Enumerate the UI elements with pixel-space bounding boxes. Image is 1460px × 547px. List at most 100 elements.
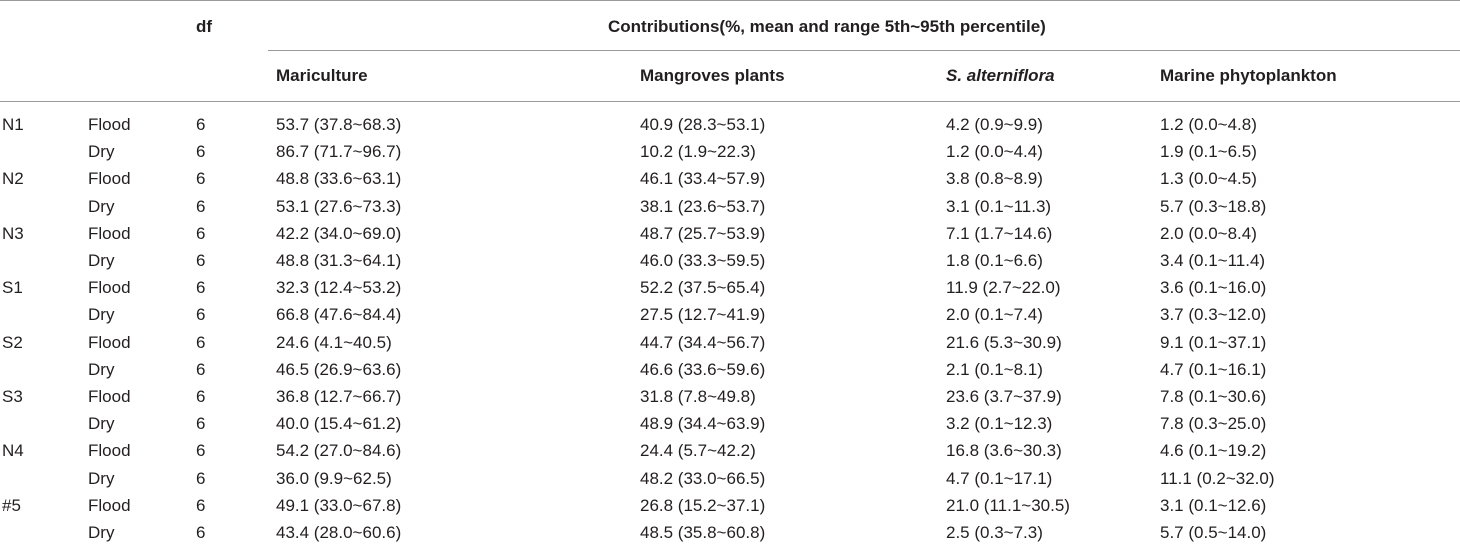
- cell-mariculture: 48.8 (31.3~64.1): [276, 251, 402, 270]
- cell-s-alterniflora: 4.2 (0.9~9.9): [946, 115, 1043, 134]
- cell-mariculture: 53.7 (37.8~68.3): [276, 115, 402, 134]
- cell-phytoplankton: 4.6 (0.1~19.2): [1160, 441, 1267, 461]
- cell-season: Flood: [88, 495, 131, 515]
- cell-df: 6: [196, 223, 206, 243]
- cell-mariculture: 46.5 (26.9~63.6): [276, 359, 402, 379]
- cell-season: Flood: [88, 223, 131, 243]
- cell-mariculture: 66.8 (47.6~84.4): [276, 305, 402, 325]
- cell-mangroves: 27.5 (12.7~41.9): [640, 305, 766, 325]
- cell-mariculture: 32.3 (12.4~53.2): [276, 278, 402, 298]
- cell-s-alterniflora: 7.1 (1.7~14.6): [946, 223, 1053, 243]
- cell-df: 6: [196, 196, 206, 216]
- cell-site: N4: [2, 441, 24, 461]
- cell-mangroves: 31.8 (7.8~49.8): [640, 387, 756, 406]
- contributions-rule: [268, 50, 1460, 51]
- cell-df: 6: [196, 414, 206, 434]
- cell-df: 6: [196, 387, 206, 406]
- cell-phytoplankton: 3.6 (0.1~16.0): [1160, 278, 1267, 298]
- cell-s-alterniflora: 2.0 (0.1~7.4): [946, 305, 1043, 325]
- cell-mangroves: 26.8 (15.2~37.1): [640, 495, 766, 515]
- cell-mariculture: 53.1 (27.6~73.3): [276, 196, 402, 216]
- header-col-s-alterniflora: S. alterniflora: [946, 66, 1055, 85]
- cell-site: S3: [2, 387, 23, 406]
- cell-df: 6: [196, 305, 206, 325]
- header-col-phytoplankton: Marine phytoplankton: [1160, 66, 1337, 85]
- cell-s-alterniflora: 21.0 (11.1~30.5): [946, 495, 1070, 515]
- cell-season: Dry: [88, 305, 115, 325]
- cell-mariculture: 86.7 (71.7~96.7): [276, 142, 402, 162]
- cell-s-alterniflora: 1.2 (0.0~4.4): [946, 142, 1043, 162]
- cell-season: Flood: [88, 387, 131, 406]
- cell-mariculture: 42.2 (34.0~69.0): [276, 223, 402, 243]
- cell-df: 6: [196, 251, 206, 270]
- cell-phytoplankton: 3.7 (0.3~12.0): [1160, 305, 1267, 325]
- cell-season: Dry: [88, 196, 115, 216]
- cell-mangroves: 48.9 (34.4~63.9): [640, 414, 766, 434]
- cell-mangroves: 46.6 (33.6~59.6): [640, 359, 766, 379]
- cell-mangroves: 40.9 (28.3~53.1): [640, 115, 766, 134]
- cell-s-alterniflora: 2.1 (0.1~8.1): [946, 359, 1043, 379]
- cell-phytoplankton: 7.8 (0.1~30.6): [1160, 387, 1267, 406]
- cell-mangroves: 46.0 (33.3~59.5): [640, 251, 766, 270]
- cell-s-alterniflora: 11.9 (2.7~22.0): [946, 278, 1061, 298]
- cell-mangroves: 10.2 (1.9~22.3): [640, 142, 756, 162]
- cell-df: 6: [196, 495, 206, 515]
- cell-site: N2: [2, 169, 24, 189]
- cell-mangroves: 48.2 (33.0~66.5): [640, 468, 766, 488]
- header-col-mariculture: Mariculture: [276, 66, 368, 85]
- cell-phytoplankton: 1.3 (0.0~4.5): [1160, 169, 1257, 189]
- cell-phytoplankton: 1.9 (0.1~6.5): [1160, 142, 1257, 162]
- cell-df: 6: [196, 359, 206, 379]
- cell-season: Dry: [88, 142, 115, 162]
- cell-phytoplankton: 3.1 (0.1~12.6): [1160, 495, 1267, 515]
- cell-df: 6: [196, 142, 206, 162]
- cell-df: 6: [196, 169, 206, 189]
- cell-df: 6: [196, 468, 206, 488]
- cell-phytoplankton: 3.4 (0.1~11.4): [1160, 251, 1266, 270]
- cell-s-alterniflora: 16.8 (3.6~30.3): [946, 441, 1062, 461]
- cell-season: Flood: [88, 169, 131, 189]
- cell-s-alterniflora: 3.1 (0.1~11.3): [946, 196, 1052, 216]
- cell-mangroves: 44.7 (34.4~56.7): [640, 332, 766, 352]
- cell-s-alterniflora: 4.7 (0.1~17.1): [946, 468, 1053, 488]
- header-df: df: [196, 17, 213, 36]
- cell-site: #5: [2, 495, 21, 515]
- cell-mangroves: 48.7 (25.7~53.9): [640, 223, 766, 243]
- header-bottom-rule: [0, 101, 1460, 102]
- cell-s-alterniflora: 1.8 (0.1~6.6): [946, 251, 1043, 270]
- cell-df: 6: [196, 441, 206, 461]
- cell-site: N3: [2, 223, 24, 243]
- cell-season: Flood: [88, 278, 131, 298]
- header-col-mangroves: Mangroves plants: [640, 66, 785, 85]
- cell-phytoplankton: 4.7 (0.1~16.1): [1160, 359, 1267, 379]
- cell-df: 6: [196, 278, 206, 298]
- cell-season: Dry: [88, 468, 115, 488]
- cell-season: Flood: [88, 441, 131, 461]
- cell-s-alterniflora: 23.6 (3.7~37.9): [946, 387, 1062, 406]
- cell-mariculture: 24.6 (4.1~40.5): [276, 332, 392, 352]
- header-contributions: Contributions(%, mean and range 5th~95th…: [608, 17, 1046, 36]
- cell-site: S2: [2, 332, 23, 352]
- cell-df: 6: [196, 332, 206, 352]
- cell-s-alterniflora: 21.6 (5.3~30.9): [946, 332, 1062, 352]
- cell-season: Dry: [88, 523, 115, 542]
- cell-mangroves: 48.5 (35.8~60.8): [640, 523, 766, 542]
- cell-phytoplankton: 9.1 (0.1~37.1): [1160, 332, 1267, 352]
- cell-season: Dry: [88, 359, 115, 379]
- cell-mangroves: 46.1 (33.4~57.9): [640, 169, 766, 189]
- cell-mariculture: 43.4 (28.0~60.6): [276, 523, 402, 542]
- cell-mangroves: 38.1 (23.6~53.7): [640, 196, 766, 216]
- cell-mariculture: 54.2 (27.0~84.6): [276, 441, 402, 461]
- cell-season: Dry: [88, 414, 115, 434]
- cell-phytoplankton: 5.7 (0.5~14.0): [1160, 523, 1267, 542]
- cell-mangroves: 52.2 (37.5~65.4): [640, 278, 766, 298]
- cell-mariculture: 48.8 (33.6~63.1): [276, 169, 402, 189]
- cell-site: N1: [2, 115, 24, 134]
- cell-site: S1: [2, 278, 23, 298]
- cell-phytoplankton: 7.8 (0.3~25.0): [1160, 414, 1267, 434]
- cell-season: Dry: [88, 251, 115, 270]
- cell-s-alterniflora: 2.5 (0.3~7.3): [946, 523, 1043, 542]
- cell-df: 6: [196, 523, 206, 542]
- cell-phytoplankton: 11.1 (0.2~32.0): [1160, 468, 1275, 488]
